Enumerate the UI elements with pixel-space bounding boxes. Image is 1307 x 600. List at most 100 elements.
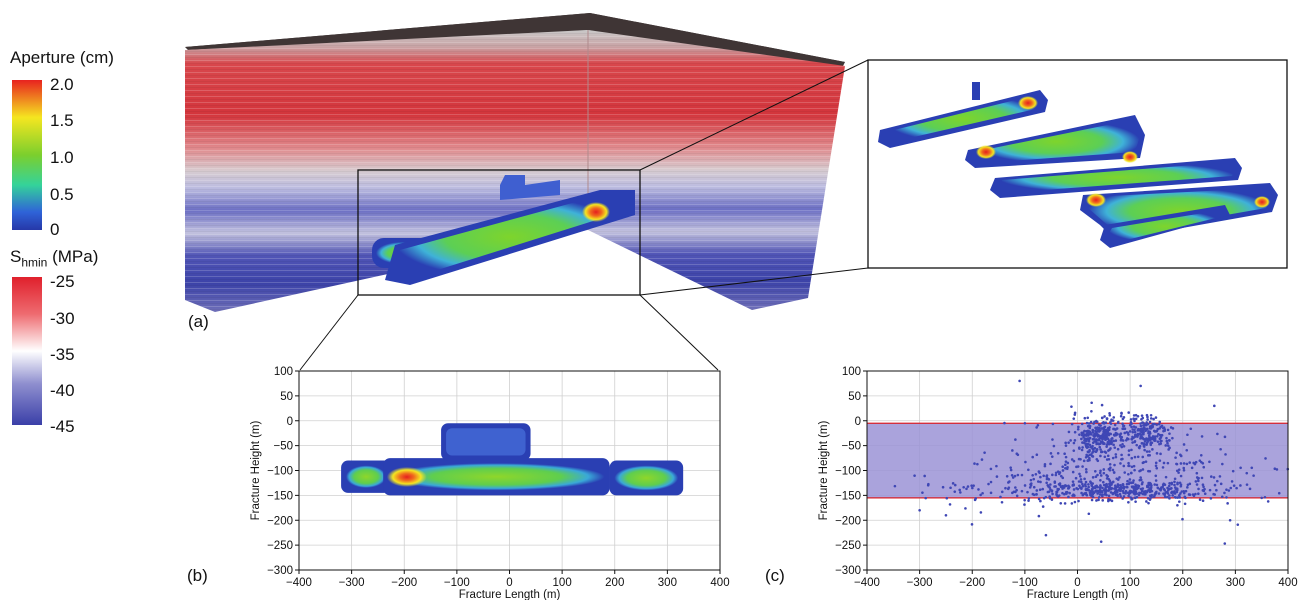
scatter-point (1187, 493, 1191, 496)
scatter-point (1095, 427, 1098, 431)
scatter-point (1137, 427, 1140, 431)
scatter-point (1166, 428, 1170, 432)
scatter-point (1127, 411, 1131, 414)
scatter-point (1100, 416, 1104, 420)
stress-tick-3: -40 (50, 381, 75, 400)
scatter-point (1102, 471, 1106, 475)
inset-fractures (878, 82, 1278, 248)
scatter-point (1260, 496, 1263, 500)
scatter-point (1148, 432, 1152, 435)
panel-label-b: (b) (187, 566, 208, 585)
scatter-point (1018, 379, 1021, 383)
scatter-point (1236, 523, 1240, 526)
scatter-point (1124, 489, 1128, 493)
scatter-point (1124, 438, 1128, 442)
scatter-point (989, 467, 993, 471)
scatter-point (945, 496, 949, 500)
scatter-point (1175, 451, 1178, 455)
scatter-point (1213, 404, 1216, 408)
scatter-point (1140, 414, 1144, 417)
scatter-point (1133, 455, 1137, 459)
scatter-point (1123, 431, 1127, 435)
scatter-point (1133, 488, 1137, 492)
aperture-tick-3: 0.5 (50, 185, 74, 204)
scatter-point (1096, 442, 1100, 445)
scatter-point (1188, 482, 1192, 486)
scatter-point (1194, 460, 1198, 464)
scatter-point (1143, 493, 1146, 496)
scatter-point (1116, 485, 1120, 488)
scatter-point (1078, 433, 1081, 436)
scatter-point (1092, 434, 1095, 437)
scatter-point (1194, 492, 1197, 496)
scatter-points (893, 379, 1290, 545)
scatter-point (1131, 430, 1135, 434)
zoom-box-a (357, 169, 641, 296)
scatter-point (1209, 497, 1213, 500)
scatter-point (965, 487, 968, 491)
scatter-point (1105, 473, 1108, 477)
scatter-point (971, 486, 974, 490)
scatter-point (1084, 480, 1088, 484)
scatter-point (1128, 481, 1132, 484)
scatter-point (1213, 493, 1217, 496)
scatter-point (1105, 445, 1108, 448)
scatter-point (977, 488, 980, 491)
aperture-tick-4: 0 (50, 220, 60, 239)
x-tick-label: 100 (553, 577, 572, 589)
scatter-point (1088, 448, 1091, 452)
scatter-point (1159, 439, 1162, 443)
scatter-point (1099, 450, 1103, 454)
scatter-point (1157, 492, 1161, 495)
scatter-point (1090, 410, 1093, 413)
scatter-point (893, 484, 897, 488)
scatter-point (1127, 472, 1130, 476)
scatter-point (1123, 427, 1127, 431)
y-tick-label: 100 (842, 366, 861, 378)
scatter-point (1168, 432, 1171, 435)
x-tick-label: −200 (959, 577, 985, 589)
scatter-point (1116, 478, 1120, 481)
scatter-point (1049, 483, 1052, 486)
scatter-point (1152, 417, 1155, 421)
scatter-point (1173, 477, 1177, 481)
scatter-point (1086, 437, 1090, 440)
aperture-gradient (12, 80, 42, 230)
scatter-point (1133, 496, 1137, 499)
x-tick-label: 0 (506, 577, 512, 589)
scatter-point (1113, 427, 1116, 431)
scatter-point (1067, 441, 1070, 444)
scatter-point (1140, 489, 1144, 493)
scatter-point (1036, 423, 1040, 427)
scatter-point (989, 491, 993, 495)
x-tick-label: 100 (1121, 577, 1140, 589)
scatter-point (1084, 433, 1087, 437)
scatter-point (1109, 482, 1112, 486)
scatter-point (1088, 426, 1092, 430)
scatter-point (1100, 403, 1104, 407)
scatter-point (1212, 476, 1216, 479)
scatter-point (1027, 468, 1030, 472)
scatter-point (1106, 454, 1110, 458)
scatter-point (1139, 476, 1142, 479)
scatter-point (1148, 487, 1151, 491)
scatter-point (948, 503, 952, 506)
scatter-point (923, 474, 926, 478)
scatter-point (1094, 475, 1098, 478)
scatter-point (976, 462, 979, 466)
scatter-point (1116, 490, 1119, 494)
scatter-point (1006, 487, 1010, 491)
scatter-point (1099, 540, 1103, 543)
scatter-point (1146, 454, 1150, 457)
scatter-point (1162, 461, 1166, 465)
scatter-point (1114, 439, 1118, 442)
scatter-point (1158, 437, 1162, 441)
scatter-point (1134, 500, 1137, 503)
scatter-point (1110, 437, 1113, 441)
scatter-point (1113, 446, 1117, 449)
scatter-point (1086, 424, 1090, 428)
scatter-point (1121, 427, 1124, 430)
scatter-point (1129, 489, 1133, 493)
scatter-point (1149, 417, 1153, 420)
scatter-point (1108, 411, 1111, 415)
